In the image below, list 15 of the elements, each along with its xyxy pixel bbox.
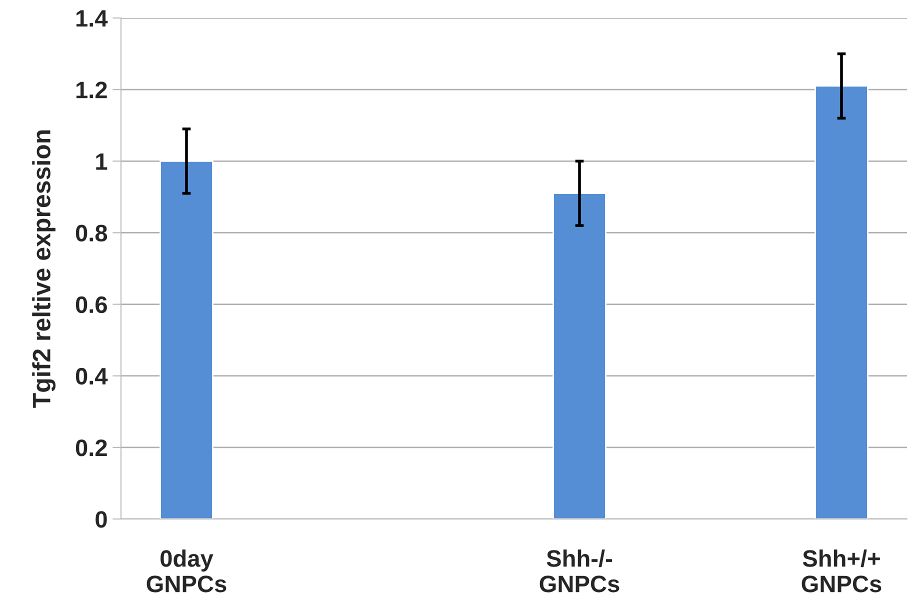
y-tick-label: 0.8 bbox=[76, 224, 108, 242]
x-tick-label: 0day GNPCs bbox=[146, 550, 226, 592]
y-tick-label: 0.4 bbox=[76, 368, 108, 385]
y-tick-label: 0 bbox=[96, 511, 107, 528]
x-tick-label: Shh-/- GNPCs bbox=[540, 550, 620, 592]
y-axis-title: Tgif2 reltive expression bbox=[32, 130, 56, 408]
bar bbox=[552, 192, 606, 519]
y-tick-label: 0.2 bbox=[76, 439, 107, 456]
y-tick-label: 1 bbox=[96, 153, 108, 170]
x-tick-label: Shh+/+ GNPCs bbox=[802, 550, 882, 592]
bar bbox=[814, 85, 868, 519]
y-tick-label: 1.2 bbox=[76, 82, 107, 98]
y-tick-label: 0.6 bbox=[76, 296, 107, 314]
bar bbox=[160, 160, 214, 519]
y-tick-label: 1.4 bbox=[76, 10, 108, 27]
